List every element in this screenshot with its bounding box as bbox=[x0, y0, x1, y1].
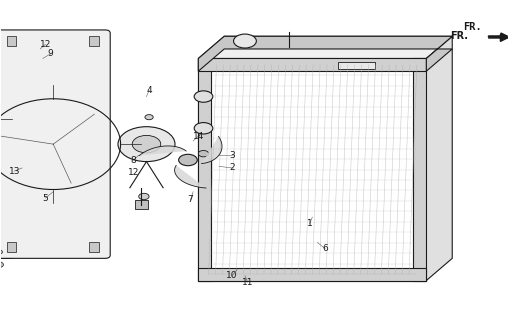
FancyBboxPatch shape bbox=[0, 30, 110, 258]
Polygon shape bbox=[426, 36, 452, 281]
Circle shape bbox=[199, 150, 209, 157]
Polygon shape bbox=[175, 165, 206, 188]
Bar bbox=[338, 62, 375, 69]
Circle shape bbox=[194, 123, 213, 134]
Bar bbox=[7, 243, 16, 252]
Text: 10: 10 bbox=[226, 271, 238, 280]
Polygon shape bbox=[199, 36, 452, 71]
Polygon shape bbox=[139, 146, 186, 156]
Text: 8: 8 bbox=[131, 156, 137, 164]
Text: 13: 13 bbox=[8, 167, 20, 176]
Text: 11: 11 bbox=[242, 278, 253, 287]
Circle shape bbox=[0, 250, 3, 254]
Text: 7: 7 bbox=[188, 195, 193, 204]
Circle shape bbox=[132, 135, 161, 153]
Text: 1: 1 bbox=[307, 219, 313, 228]
Text: FR.: FR. bbox=[464, 22, 482, 32]
Text: 6: 6 bbox=[322, 244, 328, 253]
Circle shape bbox=[0, 262, 4, 268]
Text: 2: 2 bbox=[229, 164, 235, 172]
Bar bbox=[135, 200, 148, 209]
Text: 12: 12 bbox=[128, 168, 139, 177]
Bar bbox=[90, 243, 99, 252]
Text: 4: 4 bbox=[146, 86, 152, 95]
Circle shape bbox=[145, 115, 153, 120]
Text: 12: 12 bbox=[40, 40, 51, 49]
Text: 5: 5 bbox=[43, 194, 48, 203]
Circle shape bbox=[233, 34, 256, 48]
Text: 9: 9 bbox=[48, 49, 54, 58]
Bar bbox=[199, 59, 426, 71]
Text: FR.: FR. bbox=[450, 31, 468, 41]
Text: 14: 14 bbox=[193, 132, 204, 141]
Circle shape bbox=[139, 193, 149, 200]
Polygon shape bbox=[199, 36, 452, 59]
Bar bbox=[199, 268, 426, 281]
Polygon shape bbox=[202, 136, 222, 164]
Bar bbox=[7, 36, 16, 46]
Polygon shape bbox=[413, 59, 426, 281]
Circle shape bbox=[194, 91, 213, 102]
Polygon shape bbox=[199, 59, 212, 281]
Bar bbox=[90, 36, 99, 46]
Circle shape bbox=[118, 127, 175, 162]
Text: 3: 3 bbox=[229, 151, 235, 160]
Circle shape bbox=[179, 154, 197, 166]
